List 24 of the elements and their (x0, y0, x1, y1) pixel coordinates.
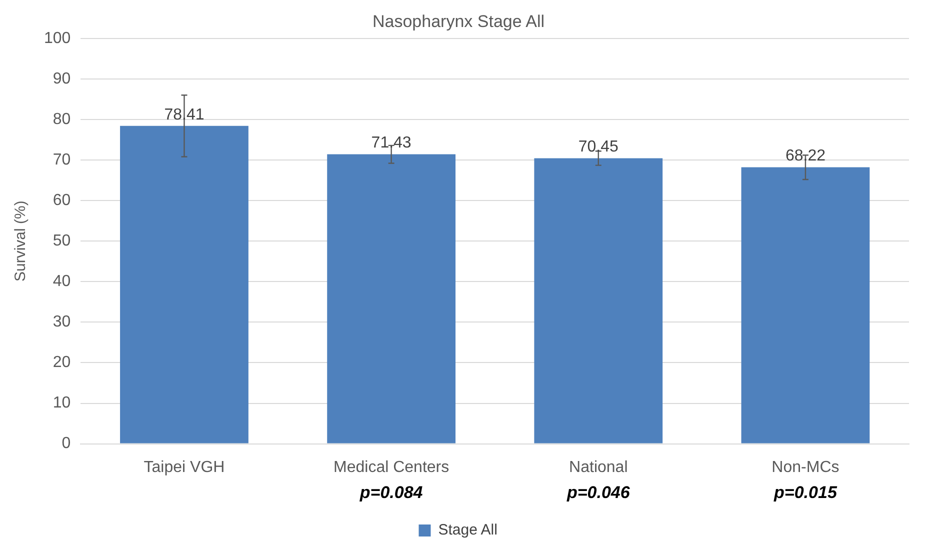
y-tick-label: 80 (52, 110, 71, 128)
text: p=0.046 (566, 483, 630, 502)
data-label: 68.22 (785, 148, 826, 165)
x-tick-label: Medical Centers (334, 458, 450, 476)
y-tick-label: 90 (52, 70, 71, 88)
y-tick-label: 50 (52, 232, 71, 250)
y-tick-label: 40 (52, 273, 71, 290)
x-tick-label: Taipei VGH (144, 458, 225, 476)
y-tick-label: 100 (44, 30, 71, 47)
y-tick-label: 0 (62, 435, 71, 452)
y-tick-label: 10 (52, 394, 71, 412)
text: p=0.015 (773, 483, 838, 502)
y-tick-label: 30 (52, 314, 71, 331)
text: p=0.084 (358, 483, 424, 502)
y-tick-label: 60 (52, 192, 71, 209)
data-label: 70.45 (578, 138, 619, 156)
x-tick-label: National (569, 458, 628, 476)
data-label: 71.43 (371, 134, 412, 152)
y-axis-title: Survival (%) (12, 200, 30, 282)
y-tick-label: 70 (52, 151, 71, 168)
x-tick-label: Non-MCs (772, 458, 840, 476)
chart-title: Nasopharynx Stage All (372, 12, 544, 31)
y-tick-label: 20 (52, 354, 71, 372)
legend-label: Stage All (438, 522, 498, 539)
